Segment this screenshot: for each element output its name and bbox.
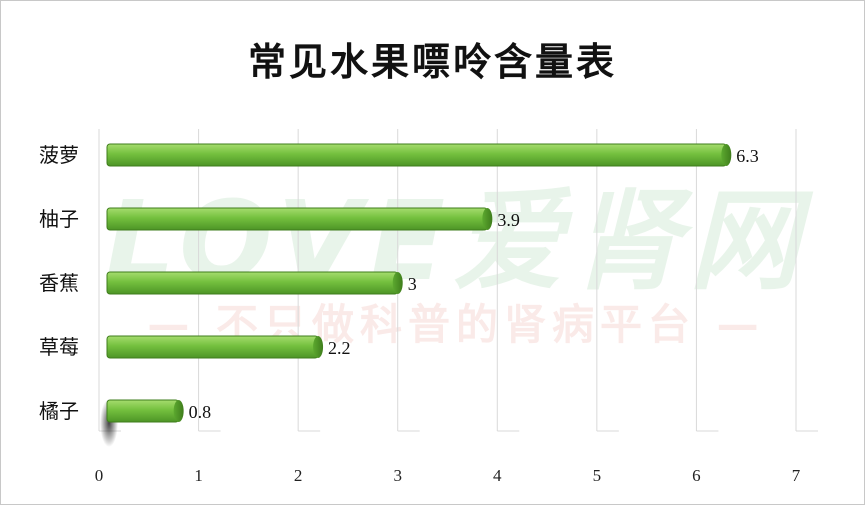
labels: 0 1 2 3 4 5 6 7 菠萝 6.3 柚子 3.9 香蕉 3 草莓 2.2 橘子 0.8 [39,143,801,485]
data-label: 3 [408,274,417,294]
category-label: 香蕉 [39,271,79,295]
bar [106,399,180,423]
data-label: 6.3 [736,146,759,166]
data-label: 2.2 [328,338,351,358]
bar [106,335,319,359]
category-label: 草莓 [39,335,79,359]
bar [106,207,488,231]
bar-cap [392,272,403,294]
bar-cap [173,400,184,422]
x-tick-label: 2 [294,466,303,485]
bar [106,271,399,295]
x-tick-label: 4 [493,466,502,485]
bar-cap [482,208,493,230]
x-tick-label: 3 [393,466,402,485]
category-label: 柚子 [39,207,79,231]
data-label: 0.8 [189,402,212,422]
bar-cap [313,336,324,358]
bar-cap [721,144,732,166]
x-tick-label: 7 [792,466,801,485]
x-tick-label: 5 [593,466,602,485]
bar [106,143,727,167]
category-label: 菠萝 [39,143,79,167]
x-tick-label: 1 [194,466,203,485]
data-label: 3.9 [497,210,520,230]
x-tick-label: 0 [95,466,104,485]
x-tick-label: 6 [692,466,701,485]
category-label: 橘子 [39,399,79,423]
chart-title: 常见水果嘌呤含量表 [247,39,617,84]
bars [100,143,732,447]
